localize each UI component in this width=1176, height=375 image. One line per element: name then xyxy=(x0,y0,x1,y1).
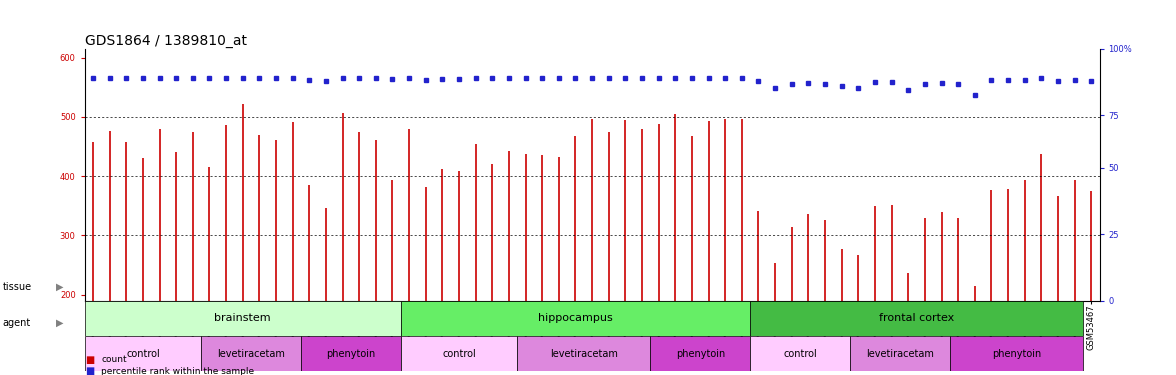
Text: phenytoin: phenytoin xyxy=(676,349,724,358)
Bar xyxy=(201,336,301,371)
Text: agent: agent xyxy=(2,318,31,327)
Bar xyxy=(517,336,650,371)
Text: brainstem: brainstem xyxy=(214,314,270,323)
Text: phenytoin: phenytoin xyxy=(991,349,1041,358)
Text: control: control xyxy=(442,349,476,358)
Text: ■: ■ xyxy=(85,355,94,365)
Text: count: count xyxy=(101,356,127,364)
Bar xyxy=(850,336,950,371)
Text: phenytoin: phenytoin xyxy=(326,349,375,358)
Bar xyxy=(650,336,750,371)
Bar xyxy=(750,301,1083,336)
Text: ▶: ▶ xyxy=(56,282,64,292)
Text: control: control xyxy=(126,349,160,358)
Text: levetiracetam: levetiracetam xyxy=(218,349,285,358)
Bar xyxy=(85,336,201,371)
Bar xyxy=(401,301,750,336)
Text: control: control xyxy=(783,349,817,358)
Bar xyxy=(85,301,401,336)
Text: ▶: ▶ xyxy=(56,318,64,327)
Text: hippocampus: hippocampus xyxy=(539,314,613,323)
Text: levetiracetam: levetiracetam xyxy=(866,349,934,358)
Text: tissue: tissue xyxy=(2,282,32,292)
Text: percentile rank within the sample: percentile rank within the sample xyxy=(101,367,254,375)
Text: ■: ■ xyxy=(85,366,94,375)
Text: levetiracetam: levetiracetam xyxy=(550,349,617,358)
Bar xyxy=(301,336,401,371)
Text: frontal cortex: frontal cortex xyxy=(878,314,954,323)
Bar xyxy=(401,336,517,371)
Bar xyxy=(950,336,1083,371)
Text: GDS1864 / 1389810_at: GDS1864 / 1389810_at xyxy=(85,34,247,48)
Bar xyxy=(750,336,850,371)
